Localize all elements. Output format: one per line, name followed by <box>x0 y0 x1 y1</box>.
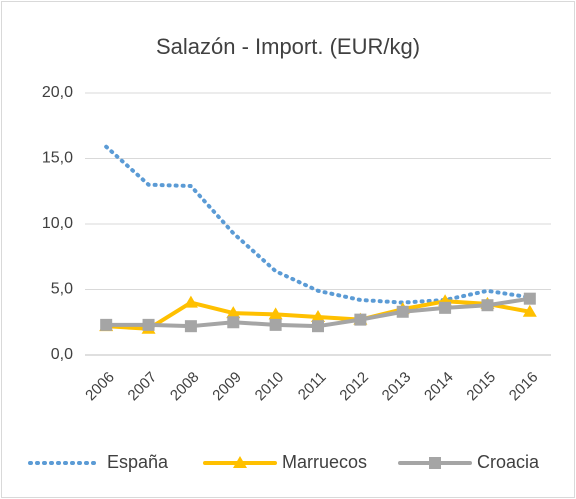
marker <box>481 299 494 312</box>
marker <box>312 320 324 333</box>
marker <box>184 320 197 333</box>
marker <box>396 305 409 318</box>
legend-label: Croacia <box>477 452 540 472</box>
marker <box>429 457 441 469</box>
marker <box>268 307 283 320</box>
marker <box>227 316 240 329</box>
legend-label: Marruecos <box>282 452 367 472</box>
chart-title: Salazón - Import. (EUR/kg) <box>156 34 420 59</box>
y-tick-label: 5,0 <box>51 281 73 298</box>
y-tick-label: 0,0 <box>51 346 73 363</box>
marker <box>183 295 198 308</box>
series-line <box>104 144 532 305</box>
marker <box>142 318 155 331</box>
marker <box>233 456 247 468</box>
marker <box>354 313 367 326</box>
marker <box>311 310 325 323</box>
marker <box>100 318 113 331</box>
marker <box>523 292 536 305</box>
marker <box>439 301 452 314</box>
marker <box>269 318 282 331</box>
marker <box>522 304 537 317</box>
y-tick-label: 20,0 <box>42 84 73 101</box>
legend-label: España <box>107 452 169 472</box>
y-tick-label: 15,0 <box>42 150 73 167</box>
marker <box>226 306 241 319</box>
y-tick-label: 10,0 <box>42 215 73 232</box>
